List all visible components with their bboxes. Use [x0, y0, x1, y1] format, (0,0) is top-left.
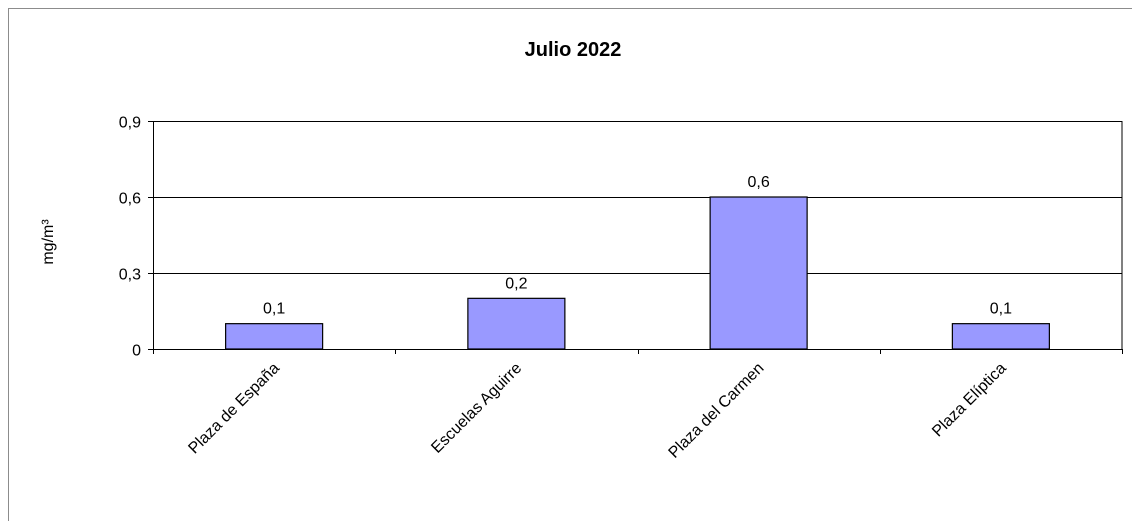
y-tick-label: 0,9 [119, 115, 141, 132]
data-label: 0,6 [748, 174, 770, 191]
x-tick-label: Plaza Elíptica [929, 360, 1010, 441]
gridlines [153, 121, 1123, 349]
x-tick-label: Plaza de España [185, 360, 283, 458]
bars [225, 196, 1050, 350]
y-axis-label: mg/m³ [40, 219, 57, 265]
bar [467, 297, 566, 350]
data-label: 0,2 [505, 275, 527, 292]
bar [951, 323, 1050, 350]
y-tick-label: 0,3 [119, 267, 141, 284]
chart-frame [8, 8, 1132, 521]
chart-title: Julio 2022 [525, 39, 622, 61]
axes [148, 121, 1123, 354]
x-tick-label: Plaza del Carmen [666, 360, 768, 462]
data-label: 0,1 [263, 301, 285, 318]
bar [225, 323, 324, 350]
tick-labels: 0 0,3 0,6 0,9 Plaza de España Escuelas Aguirr… [119, 115, 1010, 462]
data-labels: 0,1 0,2 0,6 0,1 [263, 174, 1012, 318]
y-tick-label: 0 [132, 343, 141, 360]
x-tick-label: Escuelas Aguirre [428, 360, 525, 457]
y-tick-label: 0,6 [119, 191, 141, 208]
data-label: 0,1 [990, 301, 1012, 318]
bar [709, 196, 808, 350]
